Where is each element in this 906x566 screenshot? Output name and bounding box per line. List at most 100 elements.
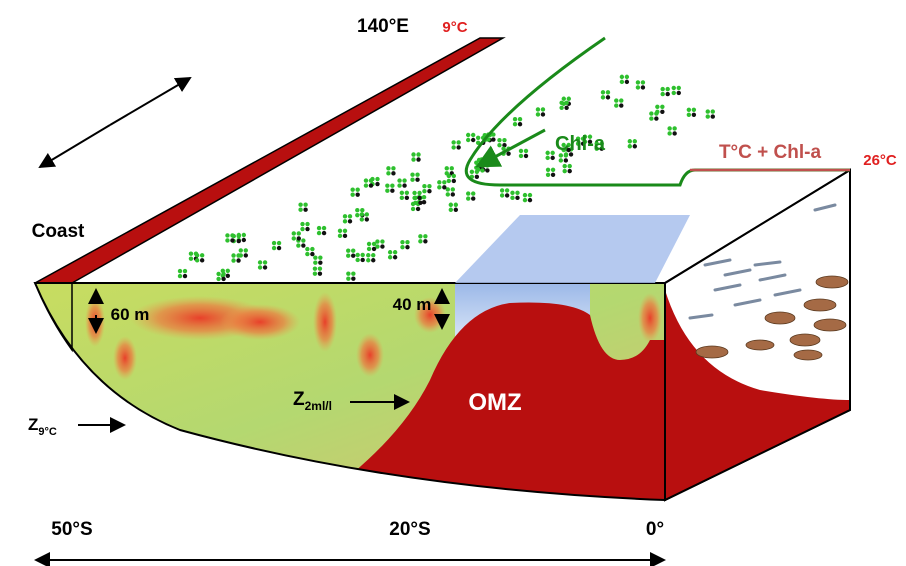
plankton-dot bbox=[447, 174, 451, 178]
plankton-dot bbox=[471, 138, 475, 142]
plankton-dot bbox=[711, 109, 715, 113]
plankton-dot bbox=[692, 108, 696, 112]
ocean-box bbox=[35, 38, 850, 505]
plankton-dot bbox=[346, 254, 350, 258]
plankton-dot bbox=[485, 168, 489, 172]
plankton-dot bbox=[405, 191, 409, 195]
label: Chl-a bbox=[555, 133, 606, 155]
plankton-dot bbox=[417, 191, 421, 195]
plankton-dot bbox=[346, 271, 350, 275]
plankton-dot bbox=[230, 233, 234, 237]
plankton-dot bbox=[355, 192, 359, 196]
plankton-dot bbox=[563, 164, 567, 168]
plankton-dot bbox=[564, 106, 568, 110]
plankton-dot bbox=[449, 208, 453, 212]
plankton-dot bbox=[313, 266, 317, 270]
plankton-dot bbox=[351, 254, 355, 258]
label: 40 m bbox=[393, 295, 432, 314]
plankton-dot bbox=[636, 80, 640, 84]
plankton-dot bbox=[502, 138, 506, 142]
plankton-dot bbox=[351, 276, 355, 280]
plankton-dot bbox=[411, 157, 415, 161]
plankton-dot bbox=[355, 187, 359, 191]
plankton-dot bbox=[369, 183, 373, 187]
plankton-dot bbox=[189, 256, 193, 260]
plankton-dot bbox=[692, 113, 696, 117]
plankton-dot bbox=[667, 126, 671, 130]
plankton-dot bbox=[452, 174, 456, 178]
plankton-dot bbox=[654, 111, 658, 115]
plankton-dot bbox=[231, 258, 235, 262]
plankton-dot bbox=[500, 193, 504, 197]
plankton-dot bbox=[411, 152, 415, 156]
plankton-dot bbox=[454, 208, 458, 212]
plankton-dot bbox=[672, 126, 676, 130]
plankton-dot bbox=[559, 106, 563, 110]
plankton-dot bbox=[687, 108, 691, 112]
plankton-dot bbox=[226, 274, 230, 278]
plankton-dot bbox=[277, 246, 281, 250]
plankton-dot bbox=[471, 191, 475, 195]
z-sub: 2ml/l bbox=[305, 399, 332, 413]
plankton-dot bbox=[454, 203, 458, 207]
plankton-dot bbox=[446, 192, 450, 196]
plankton-dot bbox=[200, 258, 204, 262]
plankton-dot bbox=[636, 85, 640, 89]
plankton-dot bbox=[519, 154, 523, 158]
plankton-dot bbox=[550, 156, 554, 160]
plankton-dot bbox=[477, 158, 481, 162]
plankton-dot bbox=[506, 151, 510, 155]
plankton-dot bbox=[418, 239, 422, 243]
plankton-dot bbox=[351, 249, 355, 253]
plankton-dot bbox=[471, 196, 475, 200]
plankton-dot bbox=[515, 196, 519, 200]
plankton-dot bbox=[524, 154, 528, 158]
plankton-dot bbox=[390, 184, 394, 188]
plankton-dot bbox=[221, 277, 225, 281]
plankton-dot bbox=[237, 234, 241, 238]
plankton-dot bbox=[301, 238, 305, 242]
plankton-dot bbox=[466, 138, 470, 142]
plankton-dot bbox=[706, 114, 710, 118]
plankton-dot bbox=[456, 140, 460, 144]
plankton-dot bbox=[665, 92, 669, 96]
plankton-dot bbox=[351, 271, 355, 275]
plankton-dot bbox=[355, 208, 359, 212]
plankton-dot bbox=[415, 178, 419, 182]
plankton-dot bbox=[641, 80, 645, 84]
latitude: 20°S bbox=[389, 519, 430, 540]
plankton-dot bbox=[442, 185, 446, 189]
plankton-dot bbox=[541, 112, 545, 116]
plankton-dot bbox=[410, 178, 414, 182]
plankton-dot bbox=[372, 247, 376, 251]
plankton-dot bbox=[303, 208, 307, 212]
plankton-dot bbox=[559, 101, 563, 105]
plankton-dot bbox=[687, 113, 691, 117]
plankton-dot bbox=[298, 208, 302, 212]
plankton-dot bbox=[355, 213, 359, 217]
plankton-dot bbox=[445, 166, 449, 170]
plankton-dot bbox=[413, 201, 417, 205]
plankton-dot bbox=[665, 87, 669, 91]
label: T°C + Chl-a bbox=[719, 142, 822, 163]
plankton-dot bbox=[614, 98, 618, 102]
plankton-dot bbox=[343, 229, 347, 233]
plankton-dot bbox=[551, 168, 555, 172]
plankton-dot bbox=[519, 149, 523, 153]
plankton-dot bbox=[437, 185, 441, 189]
plankton-dot bbox=[343, 219, 347, 223]
plankton-dot bbox=[317, 226, 321, 230]
plankton-dot bbox=[449, 203, 453, 207]
plankton-dot bbox=[415, 173, 419, 177]
plankton-dot bbox=[466, 191, 470, 195]
plankton-dot bbox=[528, 198, 532, 202]
plankton-dot bbox=[371, 253, 375, 257]
plankton-dot bbox=[183, 274, 187, 278]
plankton-dot bbox=[660, 110, 664, 114]
plankton-dot bbox=[515, 191, 519, 195]
plankton-dot bbox=[195, 253, 199, 257]
plankton-dot bbox=[505, 193, 509, 197]
plankton-dot bbox=[451, 187, 455, 191]
plankton-dot bbox=[372, 242, 376, 246]
plankton-dot bbox=[318, 266, 322, 270]
